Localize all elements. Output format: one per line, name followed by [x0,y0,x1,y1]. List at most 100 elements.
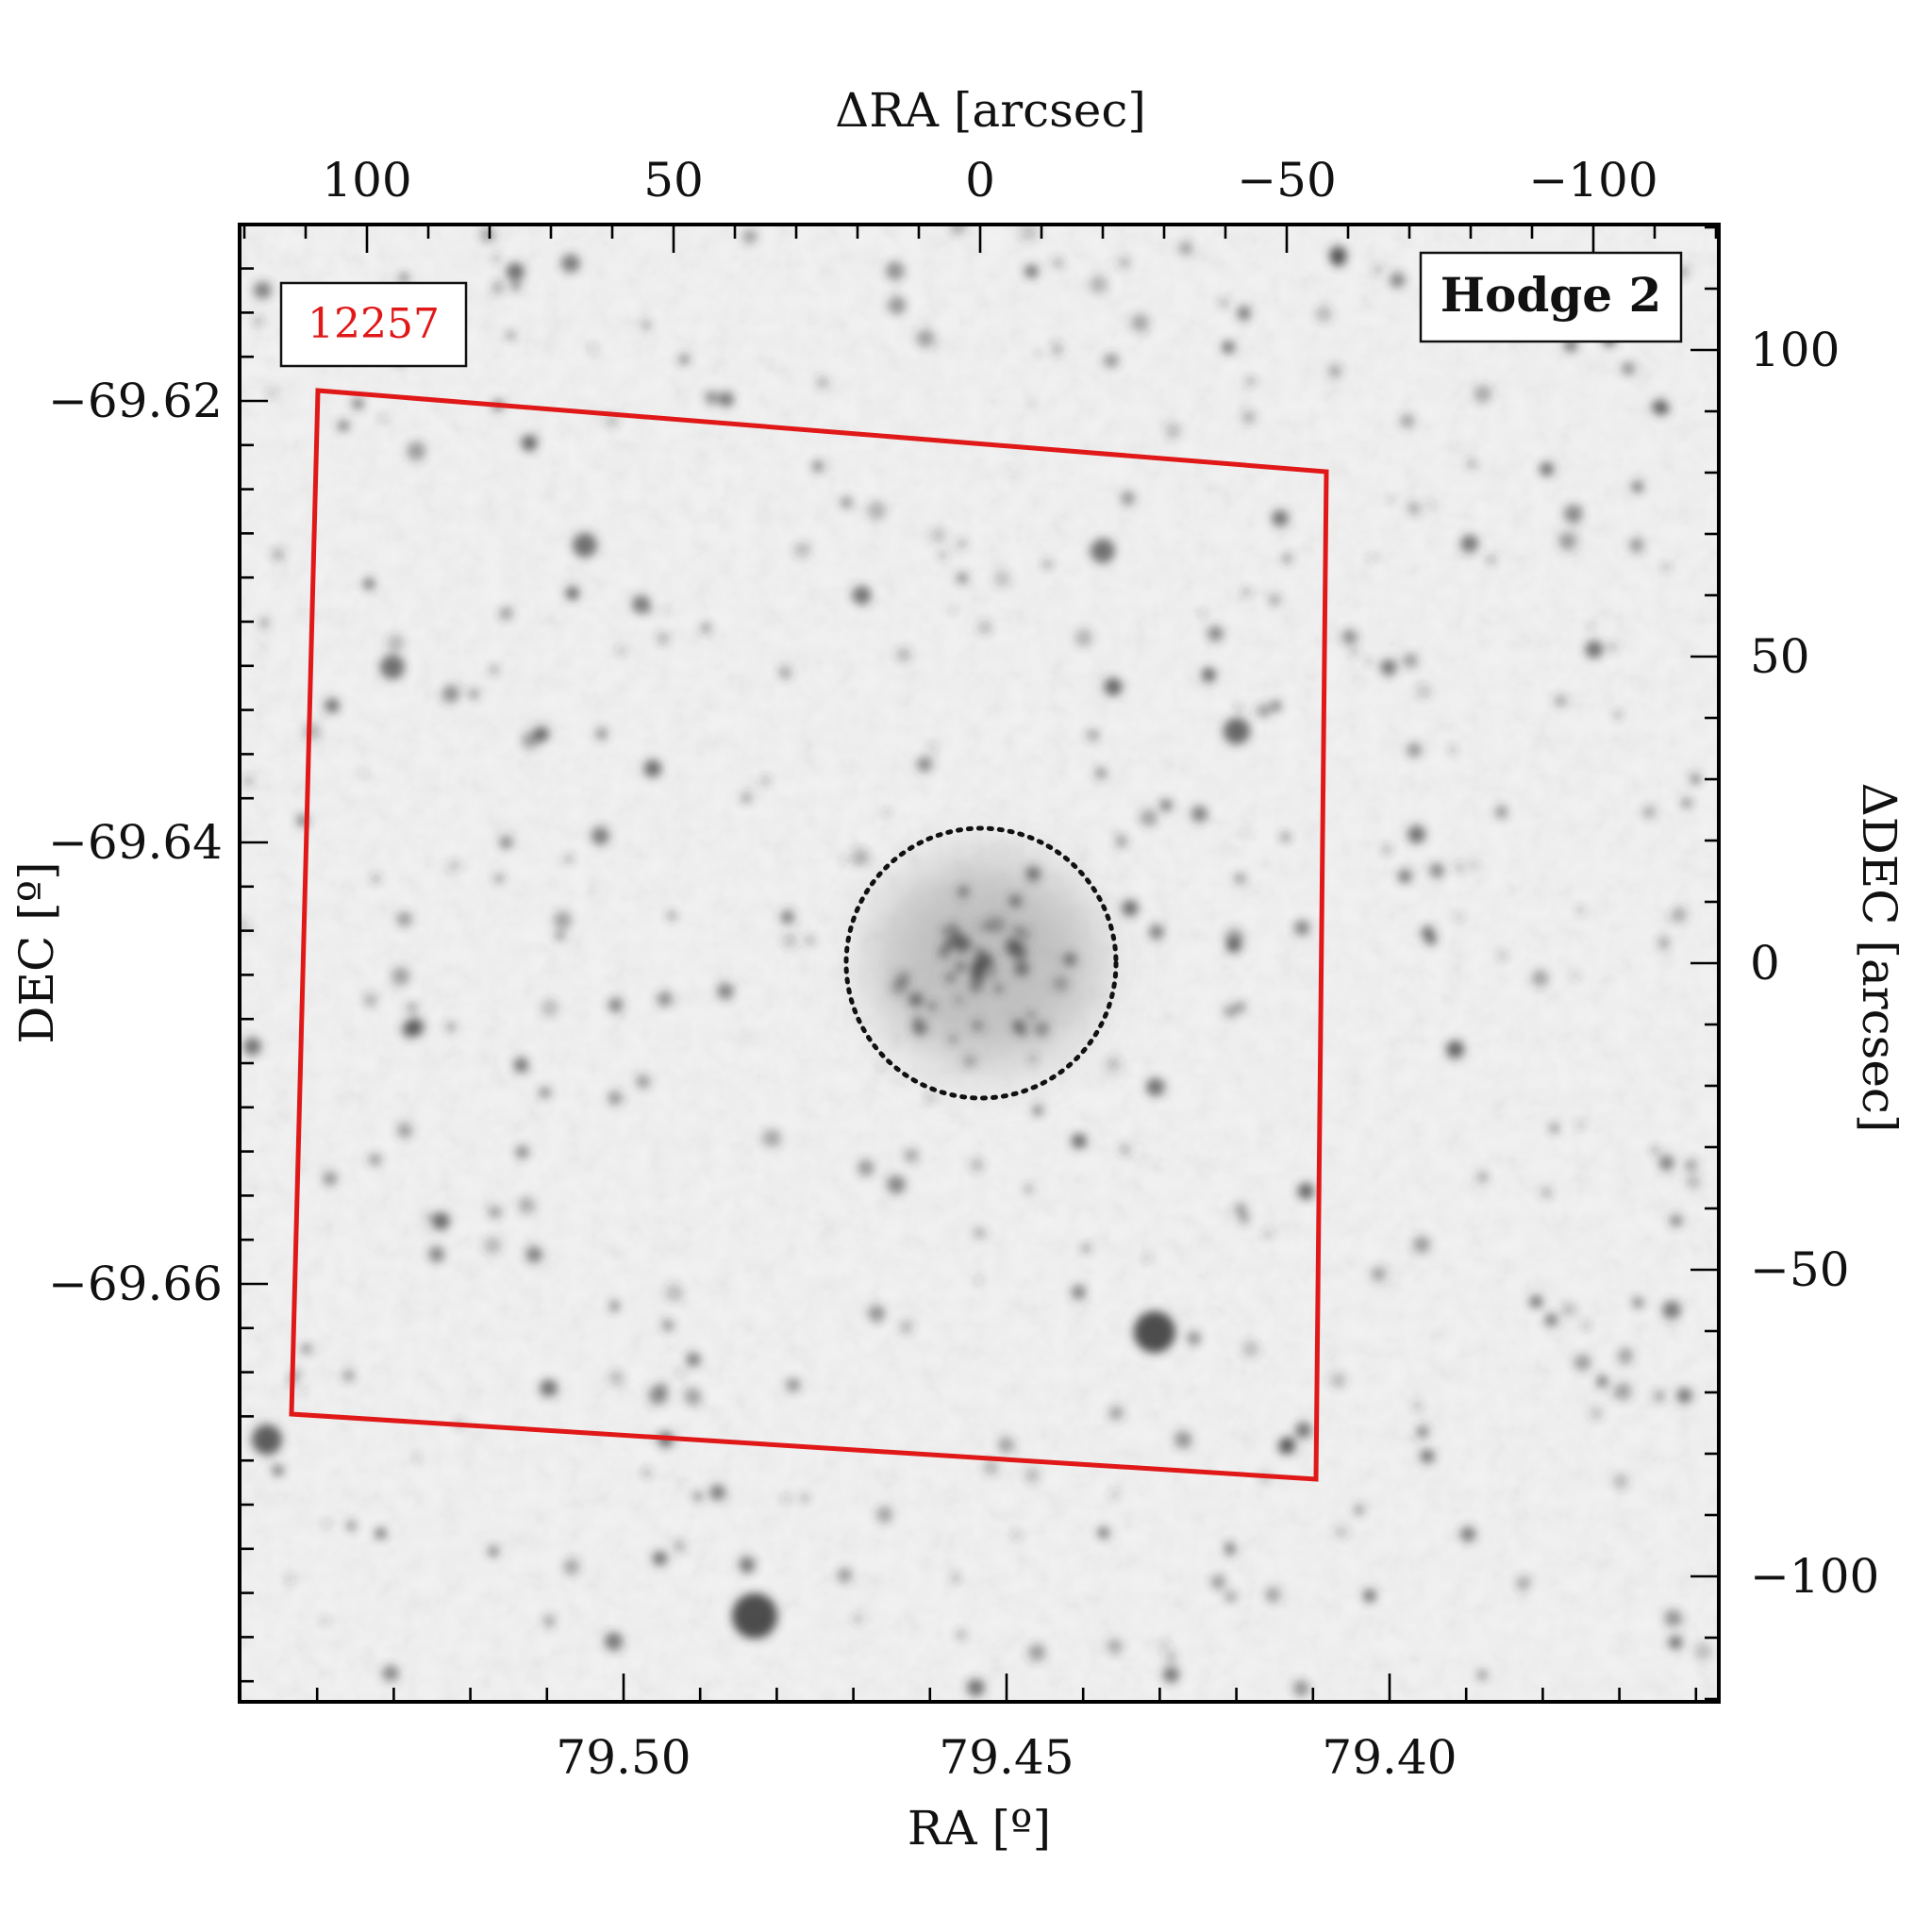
star [1091,539,1115,563]
star [762,1128,781,1148]
star [1642,806,1656,819]
star [499,836,512,849]
star [1693,1642,1712,1661]
star [1654,1391,1665,1403]
star [938,551,947,560]
star [342,1370,355,1382]
star [1271,701,1281,711]
star [1071,1285,1087,1300]
right-tick-label: 100 [1750,323,1840,377]
star [605,413,620,428]
star [1033,1106,1043,1116]
star [399,274,408,282]
star [1281,833,1290,841]
star [1062,952,1077,967]
star [254,281,272,299]
right-tick-label: −50 [1750,1242,1850,1297]
star [643,759,662,778]
star [975,1276,982,1283]
star [1024,1467,1041,1483]
star [930,527,946,543]
star [1140,808,1158,827]
star [812,460,824,473]
star [1380,659,1397,676]
star [1199,608,1208,618]
star [1341,629,1357,644]
star [852,1613,864,1625]
star [1191,806,1208,823]
star [1330,252,1345,267]
star [974,924,981,931]
star [1027,401,1034,408]
top-tick-label: 50 [643,153,704,208]
star [888,296,907,315]
star [868,1305,886,1323]
star [928,743,936,752]
star [1690,774,1701,784]
star [779,666,791,679]
star [1529,1295,1543,1308]
star [993,984,1004,993]
star [1407,825,1426,843]
star [977,620,992,635]
star [709,1484,726,1501]
star [1104,677,1123,696]
star [955,961,966,973]
star [678,354,690,365]
star [325,698,340,713]
star [719,391,734,408]
star [957,885,970,898]
star [1187,1331,1201,1345]
star [1658,1155,1674,1171]
star [1071,1133,1087,1149]
cluster-label: Hodge 2 [1441,267,1662,323]
star [1412,1401,1423,1410]
star [978,953,994,969]
star [1349,647,1359,658]
star [1658,938,1670,949]
star [1282,554,1292,564]
star [1574,1354,1591,1372]
star [1008,894,1023,908]
star [1234,1001,1246,1013]
star [406,1002,418,1014]
star [1681,798,1691,808]
star [643,1469,652,1477]
star [962,1054,977,1069]
star [488,1546,499,1557]
star [1107,1638,1123,1655]
star [425,1213,432,1220]
star [561,254,580,274]
star [609,1301,620,1311]
bottom-axis-title: RA [º] [908,1801,1051,1856]
star [506,262,525,281]
star [885,261,905,280]
star [732,1593,777,1639]
star [684,1388,702,1406]
star [1224,927,1244,947]
star [954,995,964,1005]
star [967,1678,985,1697]
star [1622,362,1635,375]
star [1588,623,1595,630]
star [1614,711,1621,719]
star [858,1159,874,1176]
star [445,1022,457,1032]
star [1294,920,1310,936]
star [441,685,460,703]
star [1416,1425,1429,1438]
star [243,1037,261,1056]
star [1208,625,1224,641]
star [1119,257,1130,268]
star [1018,928,1031,941]
star [1456,913,1462,920]
star [254,317,261,325]
star [1446,1041,1465,1058]
star [1597,1375,1607,1387]
star [1034,1022,1049,1037]
star [252,1424,282,1455]
left-tick-label: −69.62 [48,374,223,428]
left-axis-title: DEC [º] [9,861,64,1043]
star [1388,497,1394,504]
